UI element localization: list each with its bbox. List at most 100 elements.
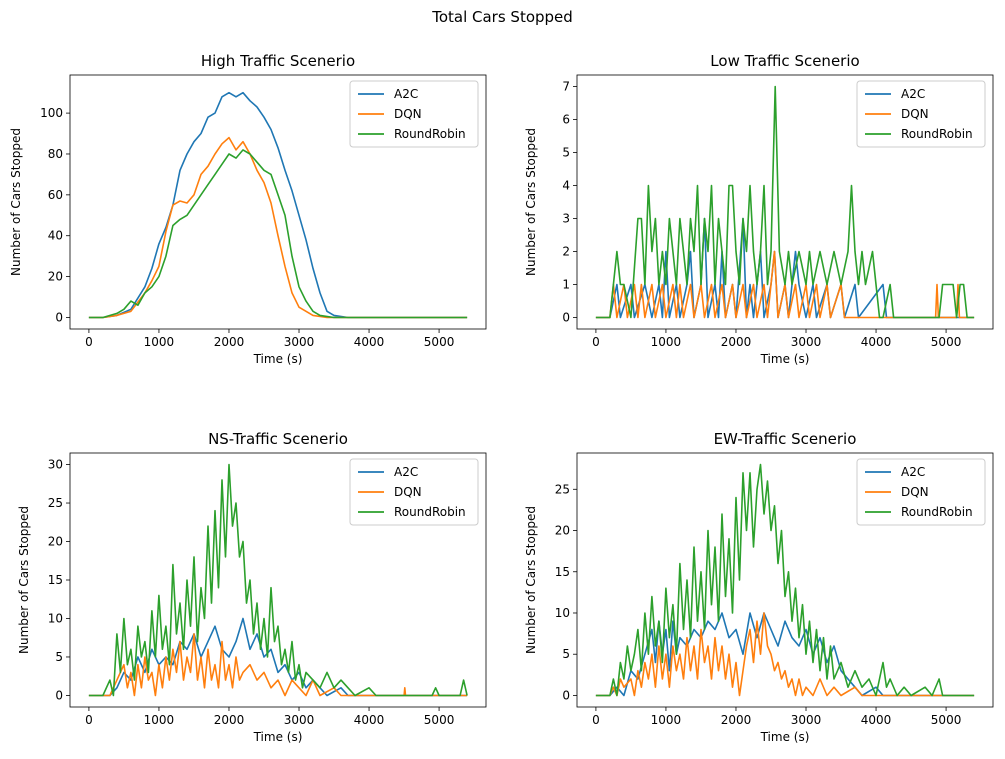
legend: A2C DQN RoundRobin xyxy=(856,458,986,526)
y-axis-label: Number of Cars Stopped xyxy=(9,128,23,276)
axes-frame xyxy=(69,452,487,708)
series-line-roundrobin xyxy=(88,149,468,319)
axes-frame xyxy=(576,452,994,708)
x-tick-label: 2000 xyxy=(721,335,752,349)
series-line-roundrobin xyxy=(595,463,975,697)
x-tick-label: 3000 xyxy=(284,713,315,727)
legend-label: A2C xyxy=(901,465,925,479)
y-tick-label: 5 xyxy=(562,146,570,160)
x-tick-label: 5000 xyxy=(424,335,455,349)
series-line-a2c xyxy=(595,217,975,319)
x-tick-label: 0 xyxy=(592,335,600,349)
x-tick-label: 5000 xyxy=(931,335,962,349)
series-line-dqn xyxy=(88,633,468,697)
axes-frame xyxy=(69,74,487,330)
x-axis-label: Time (s) xyxy=(760,352,810,366)
series-line-dqn xyxy=(595,612,975,697)
x-tick-label: 0 xyxy=(592,713,600,727)
legend-frame xyxy=(856,80,986,148)
x-tick-label: 2000 xyxy=(721,713,752,727)
legend: A2C DQN RoundRobin xyxy=(349,458,479,526)
x-tick-label: 0 xyxy=(85,335,93,349)
x-axis-label: Time (s) xyxy=(253,730,303,744)
y-tick-label: 1 xyxy=(562,277,570,291)
legend-label: A2C xyxy=(901,87,925,101)
x-tick-label: 1000 xyxy=(651,713,682,727)
legend-label: DQN xyxy=(394,107,422,121)
y-tick-label: 20 xyxy=(48,535,63,549)
y-tick-label: 10 xyxy=(555,606,570,620)
series-line-dqn xyxy=(88,136,468,319)
series-line-roundrobin xyxy=(88,463,468,697)
legend-frame xyxy=(856,458,986,526)
x-axis-label: Time (s) xyxy=(760,730,810,744)
subplot-title: NS-Traffic Scenerio xyxy=(208,430,348,448)
figure-title: Total Cars Stopped xyxy=(432,8,573,26)
subplot-4: 0 1000 2000 3000 4000 5000 0 5 10 15 20 25 EW-Traffi… xyxy=(524,430,994,744)
y-tick-label: 4 xyxy=(562,179,570,193)
axes-frame xyxy=(576,74,994,330)
legend-frame xyxy=(349,458,479,526)
y-tick-label: 3 xyxy=(562,211,570,225)
legend-label: RoundRobin xyxy=(394,505,466,519)
y-tick-label: 5 xyxy=(562,647,570,661)
y-tick-label: 0 xyxy=(562,688,570,702)
x-tick-label: 4000 xyxy=(354,713,385,727)
subplot-title: High Traffic Scenerio xyxy=(201,52,355,70)
legend-label: RoundRobin xyxy=(901,127,973,141)
legend-label: A2C xyxy=(394,465,418,479)
legend-label: RoundRobin xyxy=(394,127,466,141)
y-tick-label: 60 xyxy=(48,188,63,202)
subplot-title: EW-Traffic Scenerio xyxy=(714,430,857,448)
series-line-dqn xyxy=(595,250,975,319)
y-tick-label: 2 xyxy=(562,244,570,258)
y-tick-label: 7 xyxy=(562,80,570,94)
y-tick-label: 100 xyxy=(40,106,63,120)
legend: A2C DQN RoundRobin xyxy=(856,80,986,148)
subplot-3: 0 1000 2000 3000 4000 5000 0 5 10 15 20 25 30 NS-Traf… xyxy=(17,430,487,744)
y-tick-label: 20 xyxy=(48,270,63,284)
y-tick-label: 10 xyxy=(48,611,63,625)
legend-label: RoundRobin xyxy=(901,505,973,519)
x-tick-label: 2000 xyxy=(214,713,245,727)
y-tick-label: 80 xyxy=(48,147,63,161)
y-tick-label: 5 xyxy=(55,650,63,664)
series-line-a2c xyxy=(88,91,468,319)
x-tick-label: 4000 xyxy=(861,713,892,727)
y-axis-label: Number of Cars Stopped xyxy=(524,506,538,654)
x-tick-label: 1000 xyxy=(651,335,682,349)
legend-label: DQN xyxy=(394,485,422,499)
y-tick-label: 0 xyxy=(55,688,63,702)
y-tick-label: 0 xyxy=(562,310,570,324)
y-tick-label: 6 xyxy=(562,113,570,127)
y-tick-label: 30 xyxy=(48,458,63,472)
subplot-1: 0 1000 2000 3000 4000 5000 0 20 40 60 80 100 High Tr… xyxy=(9,52,487,366)
x-tick-label: 3000 xyxy=(284,335,315,349)
y-axis-label: Number of Cars Stopped xyxy=(524,128,538,276)
y-tick-label: 40 xyxy=(48,229,63,243)
x-tick-label: 1000 xyxy=(144,713,175,727)
legend-label: DQN xyxy=(901,107,929,121)
legend-frame xyxy=(349,80,479,148)
y-tick-label: 0 xyxy=(55,310,63,324)
subplot-2: 0 1000 2000 3000 4000 5000 0 1 2 3 4 5 6 7 Low Traffic… xyxy=(524,52,994,366)
y-tick-label: 25 xyxy=(555,482,570,496)
y-tick-label: 20 xyxy=(555,524,570,538)
subplot-title: Low Traffic Scenerio xyxy=(710,52,859,70)
x-tick-label: 3000 xyxy=(791,713,822,727)
y-tick-label: 25 xyxy=(48,496,63,510)
x-tick-label: 0 xyxy=(85,713,93,727)
x-tick-label: 5000 xyxy=(424,713,455,727)
legend: A2C DQN RoundRobin xyxy=(349,80,479,148)
y-tick-label: 15 xyxy=(48,573,63,587)
y-tick-label: 15 xyxy=(555,565,570,579)
x-tick-label: 4000 xyxy=(861,335,892,349)
x-tick-label: 5000 xyxy=(931,713,962,727)
legend-label: DQN xyxy=(901,485,929,499)
x-tick-label: 2000 xyxy=(214,335,245,349)
x-axis-label: Time (s) xyxy=(253,352,303,366)
x-tick-label: 4000 xyxy=(354,335,385,349)
y-axis-label: Number of Cars Stopped xyxy=(17,506,31,654)
